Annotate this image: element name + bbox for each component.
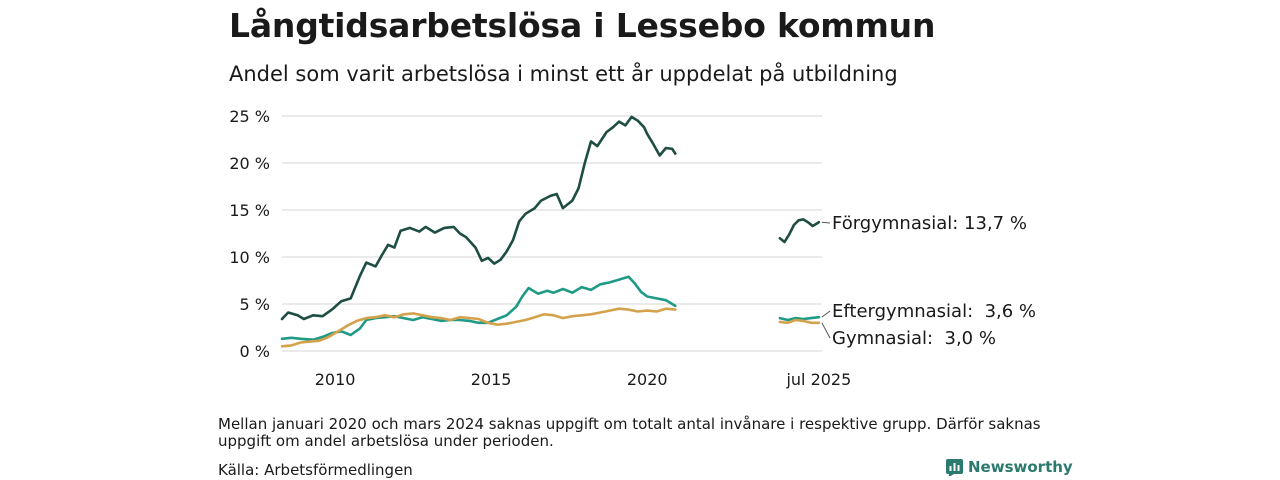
series-line-gymnasial bbox=[778, 318, 821, 325]
series-lines bbox=[280, 115, 821, 348]
series-line-eftergymnasial bbox=[778, 315, 821, 322]
x-axis: 2010 2015 2020 jul 2025 bbox=[315, 370, 852, 389]
y-tick-label: 5 % bbox=[240, 295, 270, 314]
bar-chart-icon bbox=[946, 458, 963, 476]
y-tick-label: 25 % bbox=[229, 107, 270, 126]
x-tick-label: 2020 bbox=[627, 370, 668, 389]
brand-logo[interactable]: Newsworthy bbox=[946, 458, 1073, 476]
series-end-label: Gymnasial: 3,0 % bbox=[832, 328, 996, 349]
label-leader-line bbox=[821, 310, 831, 318]
series-end-labels: Förgymnasial: 13,7 % Eftergymnasial: 3,6 … bbox=[821, 213, 1036, 349]
series-end-label: Förgymnasial: 13,7 % bbox=[832, 213, 1027, 234]
y-axis: 0 % 5 % 10 % 15 % 20 % 25 % bbox=[229, 107, 270, 361]
series-line-förgymnasial bbox=[778, 218, 821, 244]
chart-title: Långtidsarbetslösa i Lessebo kommun bbox=[229, 6, 936, 45]
y-tick-label: 10 % bbox=[229, 248, 270, 267]
series-line-gymnasial bbox=[280, 307, 677, 348]
line-chart: 0 % 5 % 10 % 15 % 20 % 25 % 2010 2015 2020 jul 2… bbox=[229, 107, 1036, 389]
brand-name: Newsworthy bbox=[968, 458, 1073, 476]
label-leader-line bbox=[821, 221, 831, 224]
x-tick-label: 2015 bbox=[471, 370, 512, 389]
series-end-label: Eftergymnasial: 3,6 % bbox=[832, 301, 1036, 322]
y-tick-label: 0 % bbox=[240, 342, 270, 361]
source-credit: Källa: Arbetsförmedlingen bbox=[218, 461, 413, 479]
y-tick-label: 20 % bbox=[229, 154, 270, 173]
x-tick-label: jul 2025 bbox=[785, 370, 851, 389]
y-tick-label: 15 % bbox=[229, 201, 270, 220]
chart-subtitle: Andel som varit arbetslösa i minst ett å… bbox=[229, 62, 898, 86]
gridlines bbox=[282, 115, 822, 352]
label-leader-line bbox=[821, 322, 831, 339]
series-line-förgymnasial bbox=[280, 115, 677, 321]
footnote: Mellan januari 2020 och mars 2024 saknas… bbox=[218, 415, 1041, 450]
x-tick-label: 2010 bbox=[315, 370, 356, 389]
